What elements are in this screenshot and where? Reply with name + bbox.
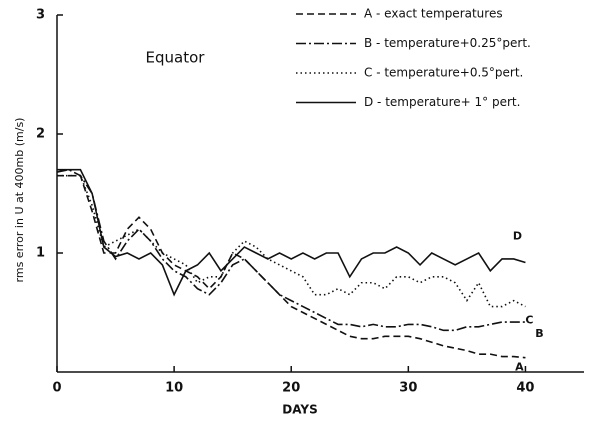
x-tick-label: 30 (399, 381, 417, 396)
series-end-label: C (525, 314, 533, 327)
x-axis-label: DAYS (282, 403, 317, 417)
annotation: Equator (146, 49, 206, 67)
x-tick-label: 10 (165, 381, 183, 396)
x-tick-label: 40 (516, 381, 534, 396)
series-line (57, 174, 526, 308)
y-axis-label: rms error in U at 400mb (m/s) (13, 118, 26, 283)
series-end-label: A (515, 361, 524, 374)
series-end-label: B (535, 327, 543, 340)
x-tick-label: 0 (52, 381, 61, 396)
legend-label: D - temperature+ 1° pert. (364, 95, 520, 109)
y-tick-label: 3 (36, 8, 45, 23)
series-line (57, 168, 526, 297)
legend-label: B - temperature+0.25°pert. (364, 36, 531, 50)
series-end-label: D (513, 230, 522, 243)
series-line (56, 168, 526, 332)
y-tick-label: 1 (36, 246, 45, 261)
x-tick-label: 20 (282, 381, 300, 396)
y-tick-label: 2 (36, 127, 45, 142)
series-line (57, 174, 526, 359)
legend-label: C - temperature+0.5°pert. (364, 66, 523, 80)
legend-label: A - exact temperatures (364, 7, 503, 21)
